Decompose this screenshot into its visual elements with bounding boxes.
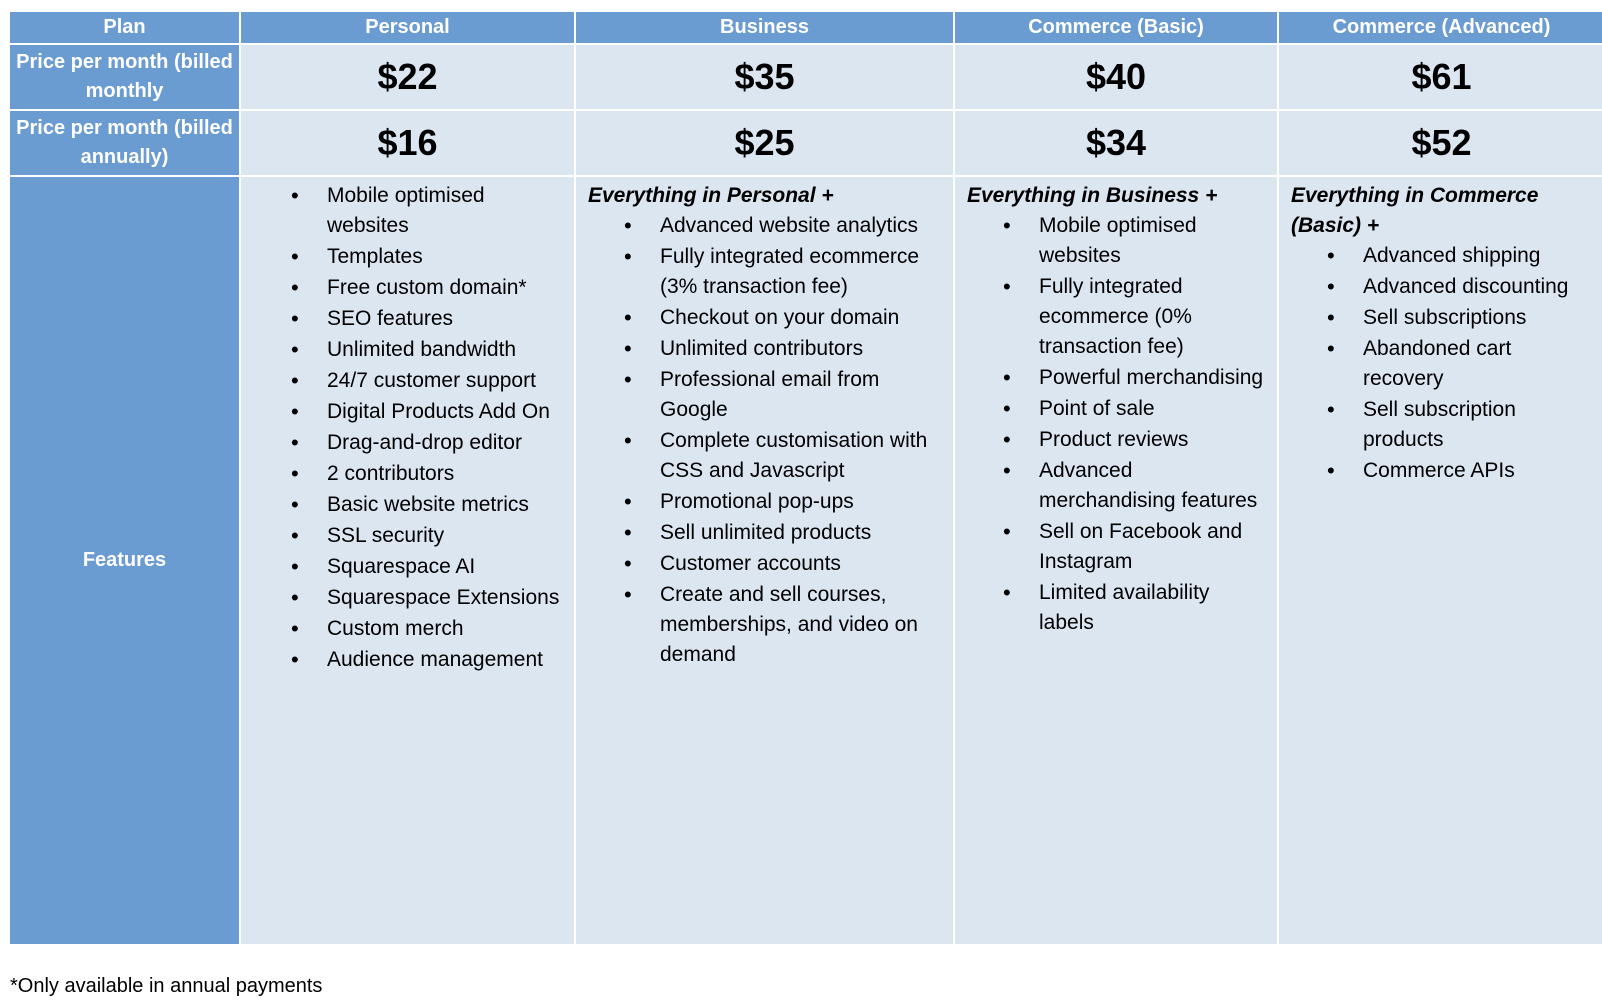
feature-item: Advanced shipping bbox=[1327, 241, 1592, 271]
features-business: Everything in Personal + Advanced websit… bbox=[576, 177, 953, 944]
feature-item: Drag-and-drop editor bbox=[291, 428, 562, 458]
feature-list-commerce-basic: Mobile optimised websites Fully integrat… bbox=[967, 211, 1265, 638]
plan-header-commerce-basic: Commerce (Basic) bbox=[955, 12, 1277, 43]
monthly-price-commerce-advanced: $61 bbox=[1279, 45, 1602, 109]
feature-item: Limited availability labels bbox=[1003, 578, 1265, 638]
plan-header-business: Business bbox=[576, 12, 953, 43]
feature-item: Point of sale bbox=[1003, 394, 1265, 424]
annual-price-commerce-advanced: $52 bbox=[1279, 111, 1602, 175]
feature-item: Squarespace AI bbox=[291, 552, 562, 582]
feature-item: Professional email from Google bbox=[624, 365, 941, 425]
feature-item: Promotional pop-ups bbox=[624, 487, 941, 517]
feature-item: 2 contributors bbox=[291, 459, 562, 489]
feature-item: Create and sell courses, memberships, an… bbox=[624, 580, 941, 670]
feature-item: SEO features bbox=[291, 304, 562, 334]
monthly-price-commerce-basic: $40 bbox=[955, 45, 1277, 109]
features-personal: Mobile optimised websites Templates Free… bbox=[241, 177, 574, 944]
feature-item: Fully integrated ecommerce (0% transacti… bbox=[1003, 272, 1265, 362]
feature-item: Unlimited bandwidth bbox=[291, 335, 562, 365]
feature-item: Sell on Facebook and Instagram bbox=[1003, 517, 1265, 577]
feature-item: Free custom domain* bbox=[291, 273, 562, 303]
feature-item: Unlimited contributors bbox=[624, 334, 941, 364]
annual-price-commerce-basic: $34 bbox=[955, 111, 1277, 175]
feature-item: Sell subscription products bbox=[1327, 395, 1592, 455]
features-commerce-basic: Everything in Business + Mobile optimise… bbox=[955, 177, 1277, 944]
feature-item: Advanced discounting bbox=[1327, 272, 1592, 302]
monthly-price-label: Price per month (billed monthly bbox=[10, 45, 239, 109]
pricing-table: Plan Personal Business Commerce (Basic) … bbox=[10, 12, 1602, 944]
feature-item: Advanced website analytics bbox=[624, 211, 941, 241]
features-intro-commerce-basic: Everything in Business + bbox=[967, 184, 1218, 207]
annual-price-personal: $16 bbox=[241, 111, 574, 175]
feature-item: Fully integrated ecommerce (3% transacti… bbox=[624, 242, 941, 302]
feature-item: Customer accounts bbox=[624, 549, 941, 579]
feature-item: Powerful merchandising bbox=[1003, 363, 1265, 393]
feature-list-personal: Mobile optimised websites Templates Free… bbox=[291, 181, 562, 675]
feature-item: Complete customisation with CSS and Java… bbox=[624, 426, 941, 486]
feature-item: Audience management bbox=[291, 645, 562, 675]
features-commerce-advanced: Everything in Commerce (Basic) + Advance… bbox=[1279, 177, 1602, 944]
feature-item: 24/7 customer support bbox=[291, 366, 562, 396]
feature-item: Digital Products Add On bbox=[291, 397, 562, 427]
plan-column-header: Plan bbox=[10, 12, 239, 43]
features-row-label: Features bbox=[10, 177, 239, 944]
feature-item: Mobile optimised websites bbox=[291, 181, 562, 241]
feature-item: Squarespace Extensions bbox=[291, 583, 562, 613]
feature-item: Product reviews bbox=[1003, 425, 1265, 455]
monthly-price-business: $35 bbox=[576, 45, 953, 109]
feature-item: Checkout on your domain bbox=[624, 303, 941, 333]
feature-item: Sell subscriptions bbox=[1327, 303, 1592, 333]
features-intro-business: Everything in Personal + bbox=[588, 184, 834, 207]
feature-item: Mobile optimised websites bbox=[1003, 211, 1265, 271]
feature-item: Abandoned cart recovery bbox=[1327, 334, 1592, 394]
monthly-price-personal: $22 bbox=[241, 45, 574, 109]
plan-header-personal: Personal bbox=[241, 12, 574, 43]
feature-list-commerce-advanced: Advanced shipping Advanced discounting S… bbox=[1291, 241, 1592, 486]
annual-price-business: $25 bbox=[576, 111, 953, 175]
feature-item: Commerce APIs bbox=[1327, 456, 1592, 486]
features-intro-commerce-advanced: Everything in Commerce (Basic) + bbox=[1291, 184, 1539, 237]
annual-price-label: Price per month (billed annually) bbox=[10, 111, 239, 175]
feature-item: Basic website metrics bbox=[291, 490, 562, 520]
feature-item: Templates bbox=[291, 242, 562, 272]
feature-item: Advanced merchandising features bbox=[1003, 456, 1265, 516]
footnote: *Only available in annual payments bbox=[10, 975, 323, 997]
plan-header-commerce-advanced: Commerce (Advanced) bbox=[1279, 12, 1602, 43]
feature-item: Sell unlimited products bbox=[624, 518, 941, 548]
feature-item: SSL security bbox=[291, 521, 562, 551]
feature-list-business: Advanced website analytics Fully integra… bbox=[588, 211, 941, 670]
feature-item: Custom merch bbox=[291, 614, 562, 644]
